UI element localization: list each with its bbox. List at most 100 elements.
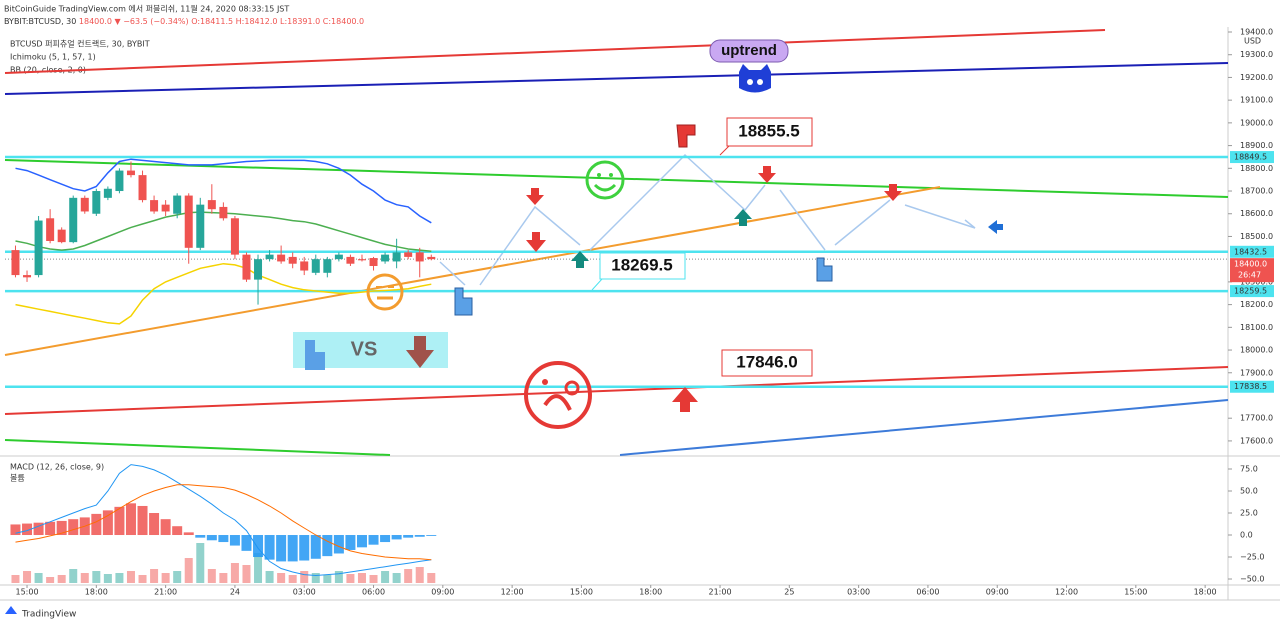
legend: BB (20, close, 2, 0) <box>10 66 86 75</box>
level-label-bg <box>1230 245 1274 258</box>
axis-unit: USD <box>1244 37 1261 46</box>
candle-body <box>311 259 320 273</box>
histogram-bar <box>183 532 194 536</box>
volume-bar <box>323 575 332 583</box>
candle-body <box>23 275 32 278</box>
candle-body <box>219 206 228 219</box>
y-tick-label: 18700.0 <box>1240 187 1273 196</box>
candle-body <box>404 252 413 257</box>
volume-bar <box>138 575 147 583</box>
y-tick-label: 0.0 <box>1240 531 1253 540</box>
y-tick-label: 18100.0 <box>1240 323 1273 332</box>
volume-bar <box>404 569 413 583</box>
y-tick-label: −50.0 <box>1240 575 1265 584</box>
up-arrow <box>672 387 698 412</box>
trendline <box>4 186 941 356</box>
volume-bar <box>150 569 159 583</box>
macd-line <box>15 464 432 577</box>
symbol: BYBIT:BTCUSD, 30 18400.0 ▼ −63.5 (−0.34%… <box>4 17 364 26</box>
y-tick-label: 50.0 <box>1240 487 1258 496</box>
candle-body <box>323 259 332 273</box>
smiley-eye <box>609 173 613 177</box>
callout-box <box>599 252 686 280</box>
path-arrow <box>589 153 766 251</box>
histogram-bar <box>241 535 252 551</box>
volume-bar <box>392 573 401 583</box>
down-arrow <box>758 166 776 183</box>
hand-icon <box>816 257 833 282</box>
histogram-bar <box>33 522 44 536</box>
y-tick-label: 75.0 <box>1240 465 1258 474</box>
x-tick-label: 18:00 <box>1194 588 1217 597</box>
histogram-bar <box>45 521 56 536</box>
volume-bar <box>277 573 286 583</box>
up-arrow <box>734 209 752 226</box>
volume-bar <box>381 571 390 583</box>
x-tick-label: 06:00 <box>916 588 939 597</box>
neutral-face <box>366 273 404 311</box>
y-tick-label: 19100.0 <box>1240 96 1273 105</box>
candle-body <box>161 204 170 212</box>
y-tick-label: 19300.0 <box>1240 50 1273 59</box>
x-tick-label: 12:00 <box>501 588 524 597</box>
callout-text: uptrend <box>721 42 777 59</box>
histogram-bar <box>403 535 414 538</box>
x-tick-label: 09:00 <box>986 588 1009 597</box>
trendline <box>4 29 1106 74</box>
hand-icon <box>305 340 325 370</box>
smiley-eye <box>597 173 601 177</box>
callout-pointer <box>719 144 731 156</box>
vs-text: VS <box>351 338 378 360</box>
trendline <box>619 399 1229 456</box>
x-tick-label: 06:00 <box>362 588 385 597</box>
histogram-bar <box>356 535 367 548</box>
left-arrow <box>988 220 1003 234</box>
volume-bar <box>219 573 228 583</box>
y-tick-label: 25.0 <box>1240 509 1258 518</box>
callout-text: 17846.0 <box>736 352 797 371</box>
candle-body <box>103 188 112 198</box>
x-tick-label: 18:00 <box>639 588 662 597</box>
callout-text: 18269.5 <box>611 255 672 274</box>
callout-box <box>721 349 813 377</box>
volume-bar <box>427 573 436 583</box>
hand-icon <box>676 124 696 148</box>
sad-face <box>524 361 592 429</box>
countdown: 26:47 <box>1238 271 1261 280</box>
volume-bar <box>334 571 343 583</box>
histogram-bar <box>380 535 391 543</box>
volume-bar <box>300 571 309 583</box>
y-tick-label: 19200.0 <box>1240 73 1273 82</box>
legend: Ichimoku (5, 1, 57, 1) <box>10 53 96 62</box>
volume-bar <box>103 574 112 583</box>
down-arrow <box>526 188 544 205</box>
level-label-bg <box>1230 285 1274 298</box>
trendline <box>4 62 1229 95</box>
volume-bar <box>230 563 239 583</box>
candle-body <box>230 218 239 255</box>
candle-body <box>427 256 436 260</box>
cat-icon <box>739 64 771 93</box>
histogram-bar <box>10 524 21 536</box>
candle-body <box>184 195 193 248</box>
legend: MACD (12, 26, close, 9) <box>10 463 104 472</box>
candle-body <box>92 191 101 214</box>
histogram-bar <box>137 505 148 536</box>
candle-body <box>277 254 286 262</box>
drawings <box>4 29 1229 456</box>
path-arrow <box>479 205 581 286</box>
indicator-line <box>15 158 432 224</box>
callout-box <box>709 39 789 63</box>
x-tick-label: 15:00 <box>15 588 38 597</box>
volume-bar <box>115 573 124 583</box>
x-tick-label: 09:00 <box>431 588 454 597</box>
histogram-bar <box>206 535 217 541</box>
footer-text: TradingView <box>21 610 76 620</box>
candle-body <box>126 170 135 176</box>
candle-body <box>265 254 274 260</box>
y-tick-label: 18000.0 <box>1240 346 1273 355</box>
last-price-label: 18400.0 <box>1234 260 1267 269</box>
histogram-bar <box>276 535 287 562</box>
histogram-bar <box>368 535 379 545</box>
